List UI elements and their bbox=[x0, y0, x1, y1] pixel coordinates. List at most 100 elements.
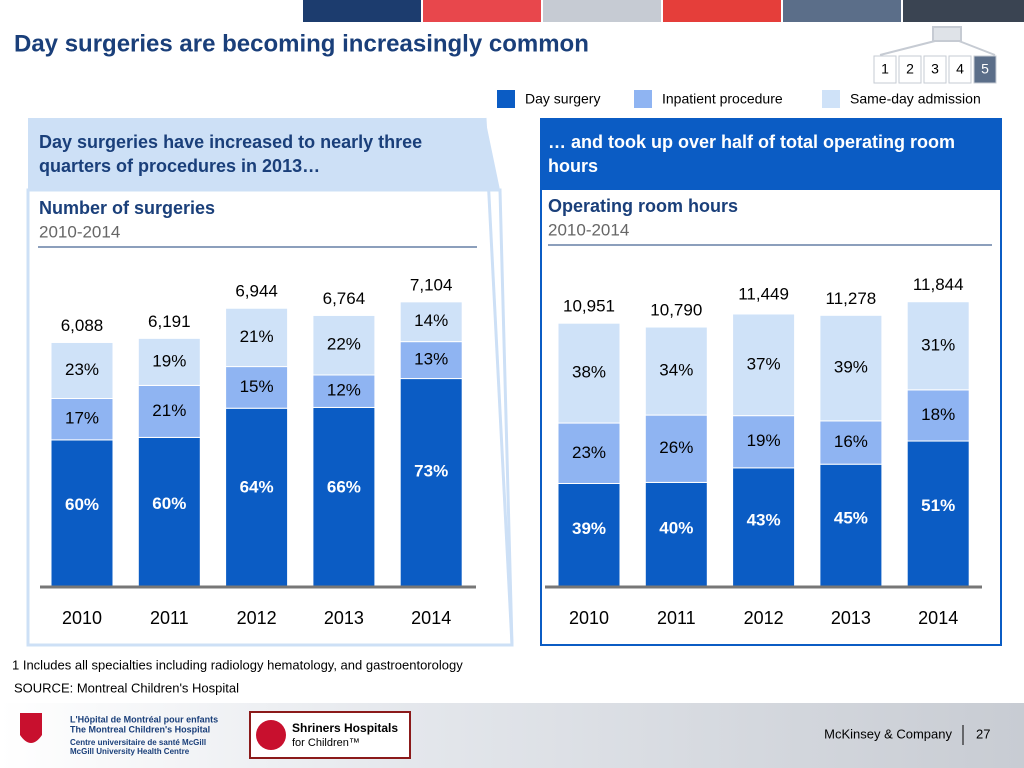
chart-subtitle: 2010-2014 bbox=[548, 220, 629, 239]
logo-text: L'Hôpital de Montréal pour enfants bbox=[70, 714, 218, 724]
legend-label: Day surgery bbox=[525, 91, 600, 107]
bar-segment bbox=[399, 378, 463, 587]
value-label: 13% bbox=[414, 350, 448, 369]
bar-segment bbox=[50, 439, 114, 587]
bar-segment bbox=[225, 307, 289, 368]
nav-label: 4 bbox=[956, 61, 964, 77]
footnote: 1 Includes all specialties including rad… bbox=[12, 657, 463, 672]
value-label: 12% bbox=[327, 381, 361, 400]
footer-band bbox=[0, 703, 1024, 768]
bar-segment bbox=[225, 407, 289, 587]
legend-swatch bbox=[497, 90, 515, 108]
value-label: 19% bbox=[747, 431, 781, 450]
bar-segment bbox=[399, 341, 463, 380]
value-label: 45% bbox=[834, 508, 868, 527]
legend: Day surgery Inpatient procedure Same-day a… bbox=[497, 90, 981, 108]
value-label: 64% bbox=[240, 478, 274, 497]
panel-header-bg bbox=[540, 118, 1002, 190]
logo-text: Shriners Hospitals bbox=[292, 721, 398, 735]
panel-border bbox=[540, 118, 1002, 646]
logo-text: McGill University Health Centre bbox=[70, 747, 190, 756]
bar-segment bbox=[137, 436, 201, 587]
total-label: 11,844 bbox=[913, 275, 964, 294]
x-tick-label: 2013 bbox=[831, 608, 871, 628]
chart-title: Number of surgeries bbox=[39, 198, 215, 218]
total-label: 10,951 bbox=[563, 297, 615, 316]
value-label: 39% bbox=[572, 519, 606, 538]
value-label: 23% bbox=[65, 360, 99, 379]
bar-segment bbox=[50, 397, 114, 441]
bar-segment bbox=[557, 482, 621, 587]
logo-text: The Montreal Children's Hospital bbox=[70, 724, 210, 734]
value-label: 23% bbox=[572, 443, 606, 462]
panel-header: … and took up over half of total operati… bbox=[548, 132, 956, 176]
total-label: 6,191 bbox=[148, 312, 191, 331]
panel-header-bg bbox=[28, 118, 500, 190]
total-label: 10,790 bbox=[650, 301, 702, 320]
bar-segment bbox=[557, 322, 621, 424]
x-tick-label: 2014 bbox=[411, 608, 451, 628]
total-label: 11,278 bbox=[826, 289, 877, 308]
chart-title: Operating room hours bbox=[548, 196, 738, 216]
top-strip bbox=[303, 0, 1024, 22]
chart-subtitle: 2010-2014 bbox=[39, 222, 120, 241]
value-label: 15% bbox=[240, 377, 274, 396]
bar-segment bbox=[137, 337, 201, 386]
value-label: 60% bbox=[65, 495, 99, 514]
value-label: 17% bbox=[65, 409, 99, 428]
value-label: 21% bbox=[152, 401, 186, 420]
bar-segment bbox=[906, 301, 970, 391]
bar-segment bbox=[557, 422, 621, 484]
bar-segment bbox=[906, 440, 970, 587]
x-tick-label: 2013 bbox=[324, 608, 364, 628]
value-label: 21% bbox=[240, 327, 274, 346]
total-label: 6,088 bbox=[61, 316, 104, 335]
x-tick-label: 2012 bbox=[744, 608, 784, 628]
value-label: 34% bbox=[659, 361, 693, 380]
panel-edge bbox=[483, 117, 514, 646]
bar-segment bbox=[644, 326, 708, 416]
nav-label: 5 bbox=[981, 61, 989, 77]
legend-swatch bbox=[822, 90, 840, 108]
nav-box bbox=[873, 55, 897, 84]
value-label: 73% bbox=[414, 461, 448, 480]
bar-segment bbox=[819, 314, 883, 422]
x-tick-label: 2010 bbox=[62, 608, 102, 628]
legend-swatch bbox=[634, 90, 652, 108]
page-number: 27 bbox=[976, 726, 990, 741]
nav-box bbox=[973, 55, 997, 84]
nav-label: 1 bbox=[881, 61, 889, 77]
x-tick-label: 2011 bbox=[150, 608, 189, 628]
source: SOURCE: Montreal Children's Hospital bbox=[14, 680, 239, 695]
value-label: 43% bbox=[747, 510, 781, 529]
nav-box bbox=[898, 55, 922, 84]
x-tick-label: 2010 bbox=[569, 608, 609, 628]
nav-connector bbox=[879, 26, 996, 56]
slide-title: Day surgeries are becoming increasingly … bbox=[14, 30, 589, 57]
logo-text: Centre universitaire de santé McGill bbox=[70, 738, 206, 747]
value-label: 51% bbox=[921, 496, 955, 515]
nav-label: 2 bbox=[906, 61, 914, 77]
nav: 1 2 3 4 5 bbox=[873, 55, 997, 84]
bar-segment bbox=[312, 314, 376, 376]
nav-box bbox=[948, 55, 972, 84]
value-label: 22% bbox=[327, 335, 361, 354]
bar-segment bbox=[399, 301, 463, 343]
logo-right: Shriners Hospitals for Children™ bbox=[249, 711, 411, 759]
x-tick-label: 2014 bbox=[918, 608, 958, 628]
nav-box bbox=[923, 55, 947, 84]
value-label: 40% bbox=[659, 519, 693, 538]
logo-left: L'Hôpital de Montréal pour enfants The M… bbox=[20, 713, 218, 756]
nav-label: 3 bbox=[931, 61, 939, 77]
value-label: 31% bbox=[921, 335, 955, 354]
company: McKinsey & Company bbox=[824, 726, 952, 741]
value-label: 14% bbox=[414, 311, 448, 330]
value-label: 38% bbox=[572, 363, 606, 382]
value-label: 18% bbox=[921, 405, 955, 424]
value-label: 16% bbox=[834, 432, 868, 451]
bar-segment bbox=[50, 341, 114, 399]
bar-segment bbox=[732, 467, 796, 587]
value-label: 60% bbox=[152, 494, 186, 513]
